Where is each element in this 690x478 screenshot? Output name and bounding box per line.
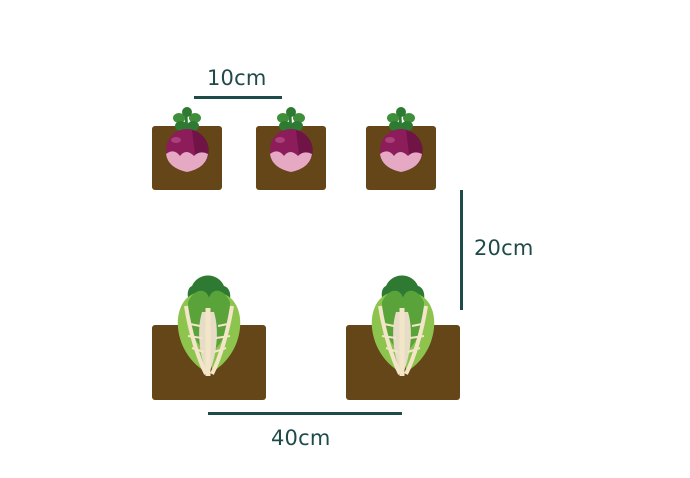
lettuce-icon (152, 275, 266, 400)
lettuce-plot-1 (152, 272, 266, 400)
turnip-spacing-line (194, 96, 282, 99)
lettuce-icon (346, 275, 460, 400)
turnip-icon (256, 107, 326, 190)
lettuce-plot-2 (346, 272, 460, 400)
turnip-spacing-label: 10cm (207, 66, 267, 90)
lettuce-spacing-label: 40cm (271, 426, 331, 450)
turnip-plot-2 (256, 107, 326, 190)
turnip-icon (366, 107, 436, 190)
row-spacing-line (460, 190, 463, 310)
turnip-plot-1 (152, 107, 222, 190)
turnip-plot-3 (366, 107, 436, 190)
row-spacing-label: 20cm (474, 236, 534, 260)
turnip-icon (152, 107, 222, 190)
lettuce-spacing-line (208, 412, 402, 415)
